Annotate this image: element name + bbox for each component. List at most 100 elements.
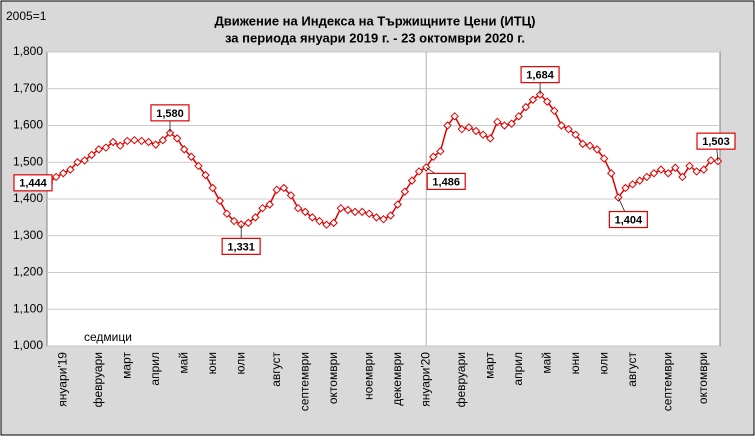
- data-point: [229, 216, 239, 226]
- data-point: [336, 203, 346, 213]
- data-point: [272, 185, 281, 195]
- data-point: [265, 200, 274, 209]
- data-point: [649, 169, 659, 178]
- data-point: [222, 209, 232, 218]
- data-point: [635, 176, 644, 185]
- x-tick-label: март: [482, 352, 496, 379]
- data-label: 1,331: [227, 241, 255, 253]
- label-box: [426, 172, 466, 190]
- data-point: [151, 140, 160, 149]
- x-tick-label: ноември: [361, 352, 375, 400]
- x-tick-label: май: [539, 352, 553, 374]
- data-point: [400, 187, 410, 196]
- data-label: 1,684: [526, 70, 554, 82]
- data-point: [308, 213, 317, 222]
- data-point: [628, 180, 637, 189]
- label-box: [13, 174, 53, 192]
- data-point: [685, 161, 694, 171]
- data-point: [450, 112, 459, 121]
- x-tick-label: октомври: [326, 352, 340, 404]
- data-point: [478, 130, 488, 139]
- data-point: [471, 126, 481, 136]
- x-tick-label: септември: [297, 352, 311, 411]
- x-tick-label: февруари: [91, 352, 105, 407]
- data-point: [599, 154, 609, 163]
- data-point: [365, 209, 374, 218]
- data-point: [66, 165, 75, 174]
- data-point: [322, 220, 331, 229]
- data-point: [73, 158, 82, 167]
- data-point: [486, 134, 495, 143]
- data-point: [59, 169, 68, 178]
- data-point: [585, 141, 595, 150]
- data-point: [443, 121, 452, 130]
- data-point: [457, 124, 466, 134]
- y-tick-label: 1,100: [13, 301, 43, 315]
- data-point: [692, 167, 701, 176]
- data-point: [51, 172, 61, 182]
- y-tick-label: 1,800: [13, 44, 43, 58]
- x-tick-label: декември: [390, 352, 404, 406]
- x-tick-label: януари'20: [418, 352, 432, 407]
- data-label: 1,444: [19, 178, 47, 190]
- label-box: [608, 210, 648, 229]
- data-point: [94, 145, 104, 154]
- y-tick-label: 1,000: [13, 338, 43, 352]
- x-tick-label: февруари: [454, 352, 468, 407]
- data-point: [123, 136, 132, 146]
- x-tick-label: август: [625, 352, 639, 387]
- data-point: [507, 119, 516, 128]
- x-tick-label: юни: [205, 352, 219, 374]
- x-tick-label: юли: [596, 352, 610, 374]
- data-point: [172, 134, 182, 143]
- data-point: [521, 102, 531, 112]
- data-point: [564, 124, 573, 134]
- label-box: [221, 237, 261, 255]
- data-point: [194, 161, 203, 171]
- data-label: 1,486: [432, 176, 460, 188]
- data-point: [372, 213, 381, 222]
- x-axis-label: седмици: [84, 330, 132, 344]
- data-label: 1,580: [156, 108, 184, 120]
- data-point: [550, 106, 559, 116]
- x-tick-label: април: [148, 352, 162, 386]
- data-point: [386, 211, 395, 220]
- data-point: [414, 167, 424, 176]
- data-point: [315, 216, 324, 226]
- label-box: [520, 66, 560, 84]
- y-tick-label: 1,700: [13, 81, 43, 95]
- x-tick-label: юли: [233, 352, 247, 374]
- data-point: [251, 213, 260, 222]
- x-tick-label: януари'19: [55, 352, 69, 407]
- y-tick-label: 1,600: [13, 118, 43, 132]
- data-point: [130, 135, 139, 145]
- data-point: [421, 163, 431, 172]
- label-box: [696, 132, 736, 150]
- chart-title: Движение на Индекса на Тържищните Цени (…: [214, 13, 535, 28]
- data-point: [301, 207, 310, 217]
- data-point: [642, 172, 652, 182]
- chart-subtitle: за периода януари 2019 г. - 23 октомври …: [225, 30, 525, 45]
- x-tick-label: август: [269, 352, 283, 387]
- data-point: [592, 145, 602, 154]
- data-point: [357, 207, 367, 217]
- data-point: [393, 200, 402, 209]
- data-point: [578, 139, 587, 149]
- data-point: [607, 169, 616, 178]
- data-point: [279, 183, 289, 193]
- data-point: [343, 205, 353, 215]
- data-point: [115, 141, 125, 150]
- data-label: 1,404: [615, 214, 643, 226]
- data-point: [500, 121, 509, 130]
- x-tick-label: септември: [660, 352, 674, 411]
- data-point: [101, 143, 111, 152]
- base-note: 2005=1: [6, 9, 47, 23]
- data-point: [557, 121, 566, 130]
- x-tick-label: октомври: [696, 352, 710, 404]
- y-tick-label: 1,200: [13, 265, 43, 279]
- data-point: [258, 203, 267, 213]
- y-tick-label: 1,300: [13, 228, 43, 242]
- data-point: [407, 176, 417, 185]
